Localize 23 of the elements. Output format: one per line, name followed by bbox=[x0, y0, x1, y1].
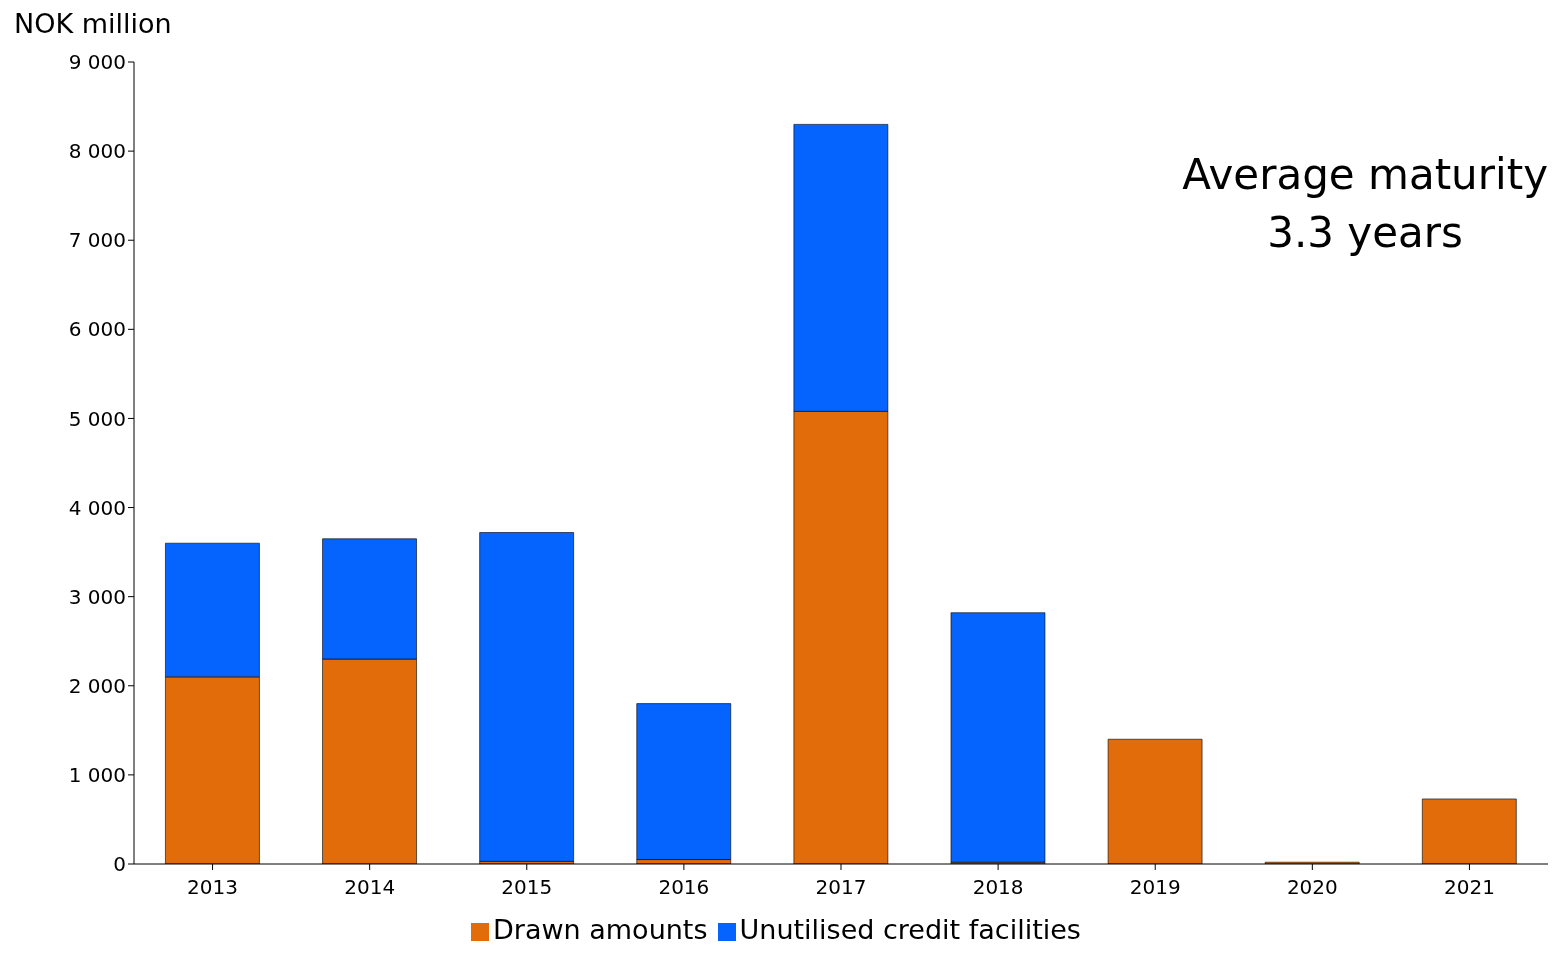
x-tick-label: 2015 bbox=[501, 875, 553, 900]
y-tick-label: 2 000 bbox=[68, 673, 126, 698]
annotation: Average maturity 3.3 years bbox=[1182, 149, 1548, 259]
y-tick-label: 6 000 bbox=[68, 317, 126, 342]
x-tick-label: 2019 bbox=[1129, 875, 1181, 900]
x-tick-label: 2013 bbox=[187, 875, 239, 900]
x-tick-label: 2017 bbox=[815, 875, 867, 900]
x-tick-label: 2018 bbox=[972, 875, 1024, 900]
y-tick-label: 7 000 bbox=[68, 228, 126, 253]
x-tick-label: 2020 bbox=[1286, 875, 1338, 900]
y-tick-label: 5 000 bbox=[68, 406, 126, 431]
y-tick-label: 0 bbox=[113, 852, 126, 877]
y-tick-label: 1 000 bbox=[68, 762, 126, 787]
x-tick-label: 2014 bbox=[344, 875, 396, 900]
x-tick-label: 2016 bbox=[658, 875, 710, 900]
y-axis-title: NOK million bbox=[14, 8, 172, 39]
y-tick-label: 4 000 bbox=[68, 495, 126, 520]
y-tick-label: 8 000 bbox=[68, 139, 126, 164]
y-tick-label: 3 000 bbox=[68, 584, 126, 609]
legend-label: Drawn amounts bbox=[493, 914, 708, 945]
legend-label: Unutilised credit facilities bbox=[739, 914, 1081, 945]
y-tick-label: 9 000 bbox=[68, 50, 126, 75]
x-tick-label: 2021 bbox=[1443, 875, 1495, 900]
